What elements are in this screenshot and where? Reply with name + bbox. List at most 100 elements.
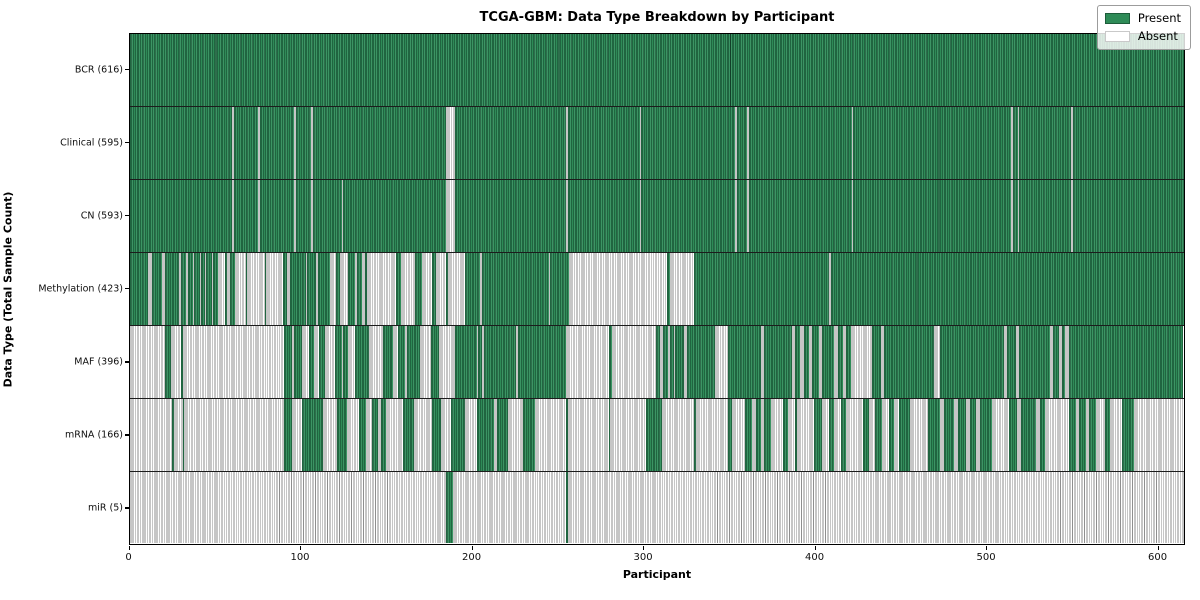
present-run bbox=[454, 325, 477, 398]
absent-run bbox=[257, 106, 260, 179]
present-run bbox=[646, 398, 662, 471]
present-run bbox=[745, 398, 753, 471]
absent-run bbox=[933, 325, 941, 398]
present-run bbox=[694, 398, 696, 471]
present-run bbox=[307, 252, 316, 325]
present-run bbox=[129, 252, 149, 325]
row-cn bbox=[129, 178, 1184, 252]
absent-run bbox=[1049, 325, 1054, 398]
absent-run bbox=[954, 398, 958, 471]
absent-run bbox=[493, 398, 498, 471]
present-run bbox=[1039, 398, 1045, 471]
present-run bbox=[180, 252, 186, 325]
present-run bbox=[454, 179, 566, 252]
present-run bbox=[293, 325, 303, 398]
absent-run bbox=[355, 252, 357, 325]
present-run bbox=[483, 325, 517, 398]
present-run bbox=[403, 398, 414, 471]
absent-run bbox=[446, 179, 455, 252]
absent-run bbox=[1003, 325, 1008, 398]
absent-run bbox=[204, 252, 207, 325]
absent-run bbox=[148, 252, 152, 325]
absent-run bbox=[185, 252, 188, 325]
absent-run bbox=[421, 252, 433, 325]
present-run bbox=[319, 325, 325, 398]
absent-run bbox=[668, 325, 671, 398]
absent-run bbox=[476, 325, 479, 398]
xtick-mark bbox=[471, 546, 473, 550]
absent-run bbox=[851, 106, 854, 179]
absent-run bbox=[735, 179, 738, 252]
present-run bbox=[454, 106, 566, 179]
absent-run bbox=[1036, 398, 1040, 471]
absent-run bbox=[842, 325, 847, 398]
absent-run bbox=[386, 398, 404, 471]
absent-run bbox=[673, 325, 676, 398]
absent-run bbox=[808, 325, 813, 398]
present-run bbox=[663, 325, 669, 398]
absent-run bbox=[440, 398, 452, 471]
present-run bbox=[355, 325, 369, 398]
absent-run bbox=[661, 398, 695, 471]
ytick-mark bbox=[124, 142, 129, 144]
present-run bbox=[1061, 325, 1066, 398]
present-run bbox=[129, 106, 233, 179]
absent-run bbox=[735, 106, 738, 179]
present-run bbox=[1008, 398, 1018, 471]
present-run bbox=[283, 398, 293, 471]
present-run bbox=[497, 398, 508, 471]
present-run bbox=[343, 325, 349, 398]
present-run bbox=[295, 179, 311, 252]
absent-run bbox=[232, 179, 234, 252]
absent-run bbox=[1058, 325, 1062, 398]
xtick-label-300: 300 bbox=[633, 552, 653, 563]
absent-run bbox=[226, 252, 231, 325]
present-run bbox=[783, 398, 789, 471]
absent-run bbox=[818, 325, 823, 398]
absent-run bbox=[567, 398, 609, 471]
absent-run bbox=[286, 252, 291, 325]
present-run bbox=[165, 325, 171, 398]
absent-run bbox=[966, 398, 970, 471]
absent-run bbox=[752, 398, 756, 471]
present-run bbox=[348, 252, 356, 325]
absent-run bbox=[882, 398, 890, 471]
absent-run bbox=[639, 179, 642, 252]
present-run bbox=[957, 398, 967, 471]
absent-run bbox=[129, 325, 166, 398]
absent-run bbox=[771, 398, 784, 471]
xtick-label-500: 500 bbox=[976, 552, 996, 563]
xtick-label-600: 600 bbox=[1148, 552, 1168, 563]
absent-run bbox=[339, 252, 349, 325]
present-run bbox=[608, 398, 611, 471]
absent-run bbox=[182, 325, 284, 398]
absent-run bbox=[610, 398, 647, 471]
absent-run bbox=[1017, 179, 1020, 252]
present-run bbox=[675, 325, 684, 398]
present-run bbox=[837, 325, 843, 398]
present-run bbox=[478, 325, 482, 398]
absent-run bbox=[569, 252, 667, 325]
present-run bbox=[567, 179, 640, 252]
absent-run bbox=[731, 398, 746, 471]
absent-run bbox=[567, 471, 1184, 544]
present-run bbox=[206, 252, 212, 325]
present-run bbox=[187, 252, 193, 325]
present-run bbox=[829, 398, 835, 471]
absent-run bbox=[565, 179, 568, 252]
absent-run bbox=[324, 325, 335, 398]
absent-run bbox=[976, 398, 980, 471]
present-run bbox=[165, 252, 180, 325]
absent-run bbox=[377, 398, 382, 471]
present-run bbox=[396, 252, 402, 325]
present-run bbox=[259, 106, 294, 179]
absent-run bbox=[1044, 398, 1069, 471]
legend-item-absent: Absent bbox=[1104, 29, 1181, 43]
present-run bbox=[317, 252, 330, 325]
absent-run bbox=[310, 106, 313, 179]
xtick-mark bbox=[986, 546, 988, 550]
absent-run bbox=[791, 325, 796, 398]
ytick-mark bbox=[124, 361, 129, 363]
present-run bbox=[889, 398, 895, 471]
absent-run bbox=[1096, 398, 1105, 471]
